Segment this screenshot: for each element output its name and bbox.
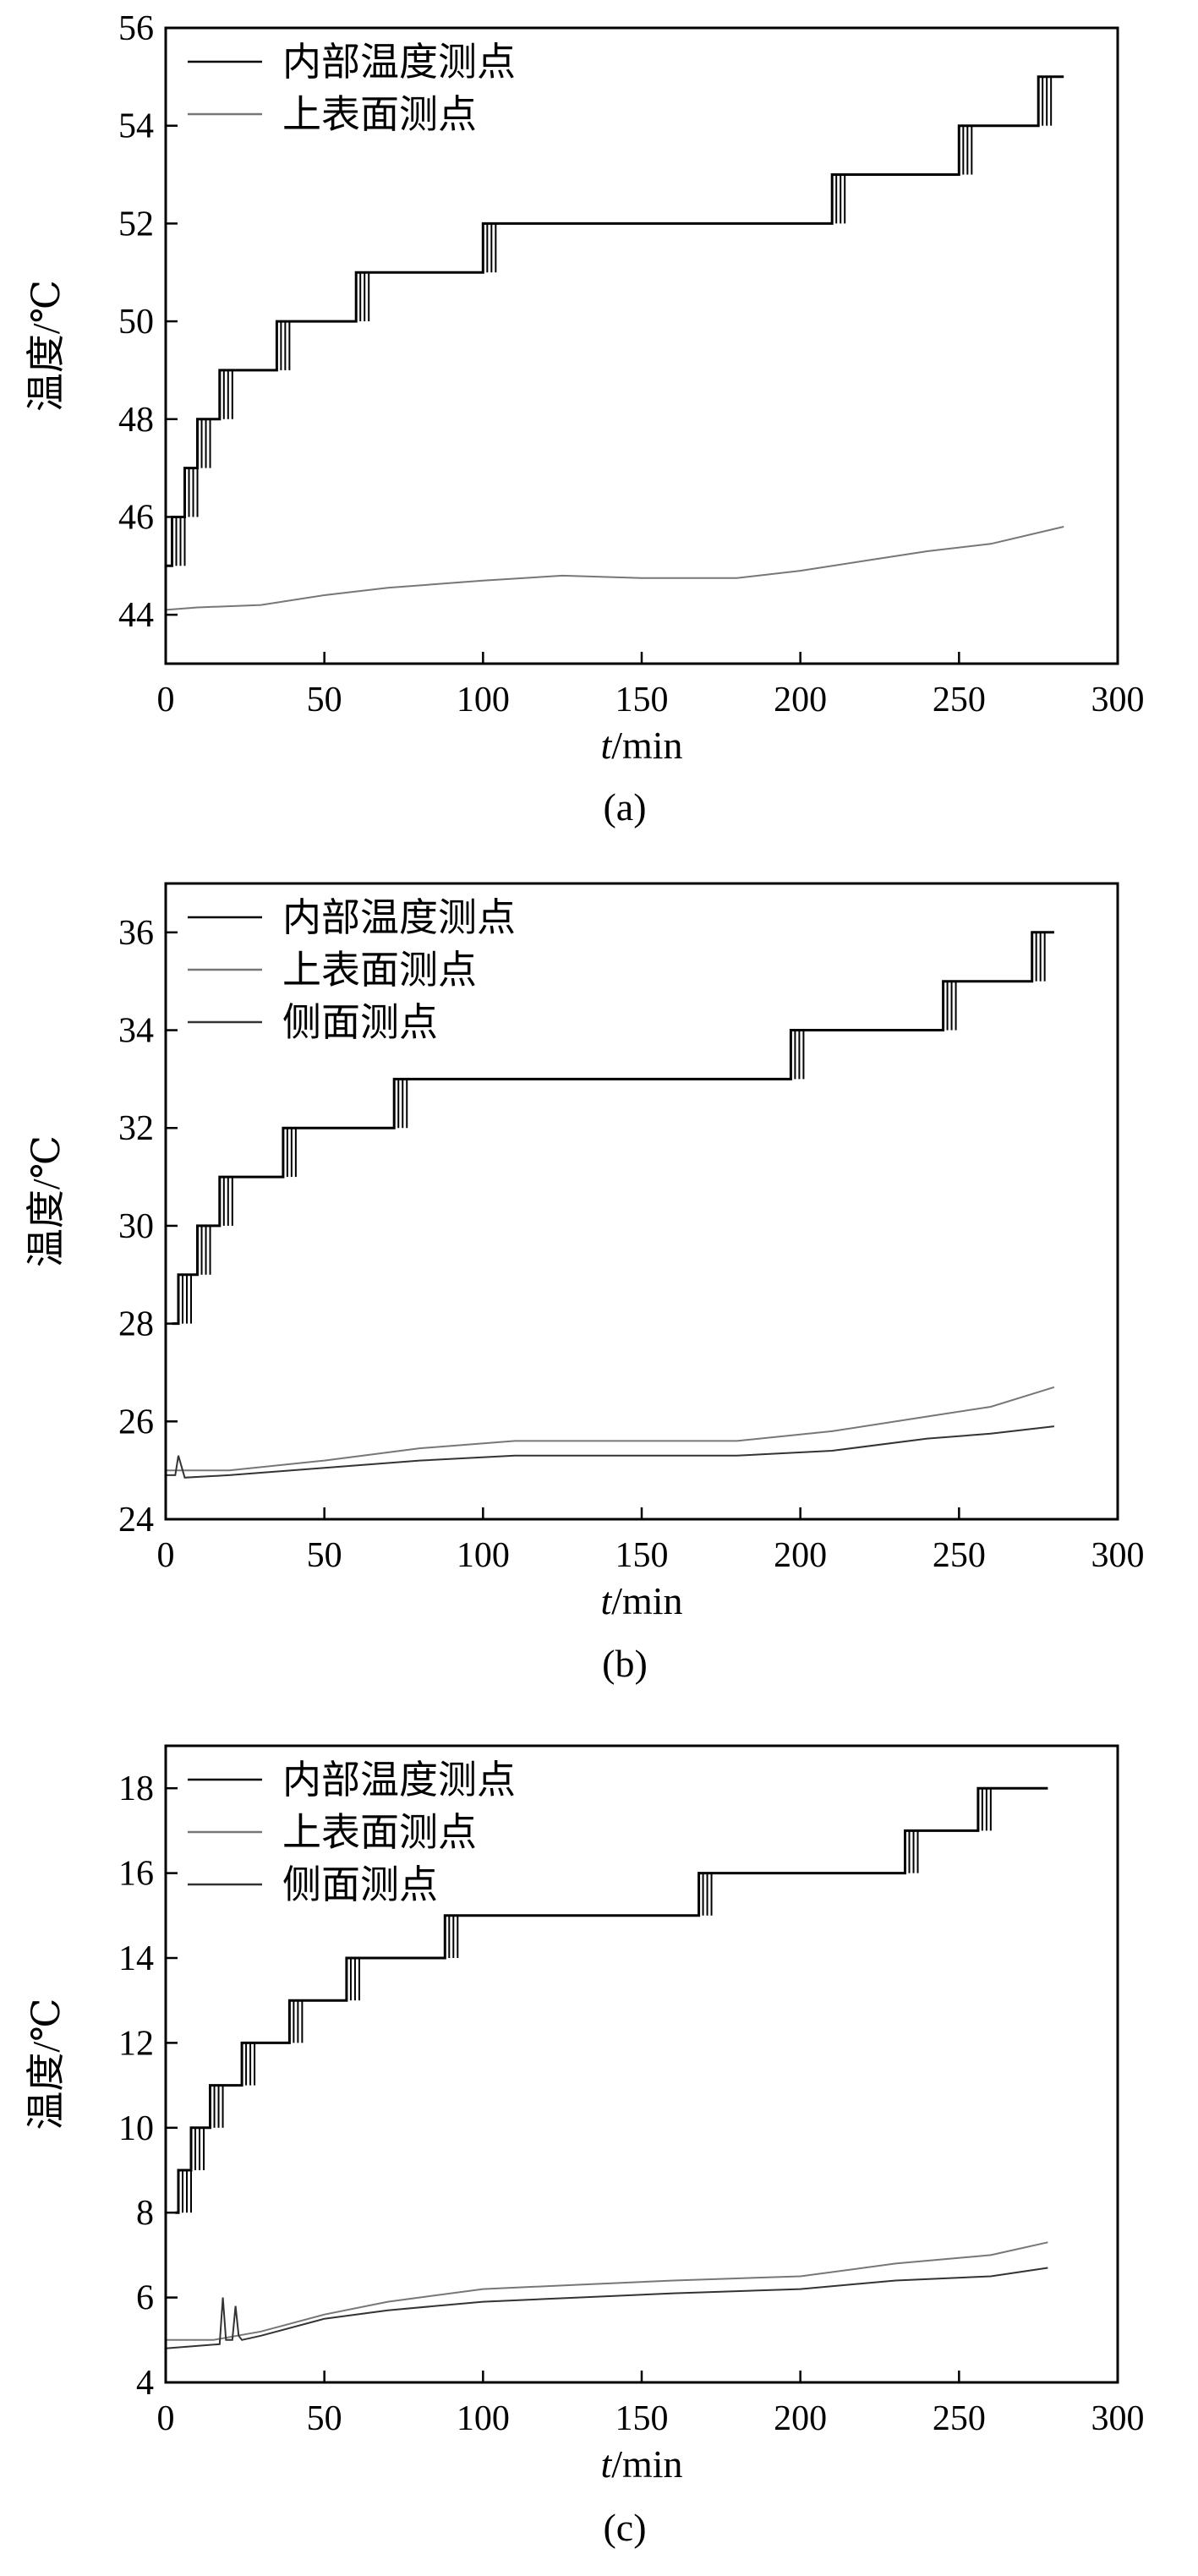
legend-label-2: 上表面测点 (282, 949, 477, 992)
x-tick-label: 150 (615, 2399, 669, 2438)
x-tick-label: 300 (1091, 1536, 1145, 1575)
y-tick-label: 50 (118, 303, 154, 342)
x-tick-label: 0 (157, 2399, 175, 2438)
y-tick-label: 18 (118, 1769, 154, 1808)
x-tick-label: 50 (307, 2399, 342, 2438)
y-tick-label: 54 (118, 107, 154, 146)
panel-caption: (a) (603, 785, 646, 829)
y-tick-label: 32 (118, 1109, 154, 1148)
x-tick-label: 200 (774, 681, 827, 719)
series-line-1 (175, 1786, 1048, 2214)
y-tick-label: 56 (118, 9, 154, 48)
y-tick-label: 26 (118, 1403, 154, 1441)
series-line-1 (172, 931, 1054, 1326)
y-tick-label: 14 (118, 1939, 154, 1978)
y-tick-label: 4 (136, 2364, 154, 2403)
x-tick-label: 200 (774, 2399, 827, 2438)
legend-label-1: 内部温度测点 (282, 896, 516, 939)
x-axis-title-italic: t (600, 1579, 612, 1622)
y-tick-label: 10 (118, 2109, 154, 2148)
y-axis-title: 温度/℃ (25, 1135, 68, 1267)
x-axis-title: t/min (600, 724, 682, 767)
x-tick-label: 150 (615, 1536, 669, 1575)
x-tick-label: 100 (457, 681, 510, 719)
y-axis-title: 温度/℃ (25, 280, 68, 412)
series-line-3 (165, 2267, 1048, 2349)
series-line-3 (166, 1425, 1055, 1479)
x-tick-label: 300 (1091, 2399, 1145, 2438)
y-tick-label: 12 (118, 2024, 154, 2063)
y-tick-label: 34 (118, 1012, 154, 1051)
y-tick-label: 46 (118, 498, 154, 537)
x-axis-title-unit: /min (611, 724, 682, 767)
chart-panel-1: 0 50 100 150 200 250 300 44 46 48 50 52 54 56 t/min 温度/… (25, 9, 1145, 829)
chart-panel-2: 0 50 100 150 200 250 300 24 26 28 30 32 34 36 t/min 温度/… (25, 882, 1145, 1685)
legend-label-2: 上表面测点 (282, 1811, 477, 1854)
x-axis-title-unit: /min (611, 2442, 682, 2486)
series-line-2 (166, 1386, 1055, 1472)
x-axis-title-unit: /min (611, 1579, 682, 1622)
legend-label-3: 侧面测点 (282, 1863, 438, 1906)
x-tick-label: 50 (307, 681, 342, 719)
series-line-2 (165, 526, 1064, 611)
x-tick-label: 50 (307, 1536, 342, 1575)
x-axis-title-italic: t (600, 2442, 612, 2486)
legend-label-1: 内部温度测点 (282, 41, 516, 84)
panel-caption: (b) (602, 1642, 648, 1685)
y-tick-label: 24 (118, 1501, 154, 1540)
x-tick-label: 100 (457, 2399, 510, 2438)
y-tick-label: 48 (118, 401, 154, 440)
y-tick-label: 52 (118, 205, 154, 243)
y-tick-label: 16 (118, 1855, 154, 1894)
legend-label-3: 侧面测点 (282, 1001, 438, 1044)
x-tick-label: 0 (157, 1536, 175, 1575)
x-tick-label: 250 (933, 681, 986, 719)
y-tick-label: 36 (118, 914, 154, 953)
panel-caption: (c) (603, 2506, 646, 2549)
series-line-2 (166, 2241, 1048, 2341)
x-axis-title: t/min (600, 2442, 682, 2486)
x-tick-label: 250 (933, 2399, 986, 2438)
y-tick-label: 8 (136, 2194, 154, 2233)
x-tick-label: 300 (1091, 681, 1145, 719)
x-axis-title-italic: t (600, 724, 612, 767)
x-tick-label: 0 (157, 681, 175, 719)
x-tick-label: 250 (933, 1536, 986, 1575)
x-tick-label: 150 (615, 681, 669, 719)
x-tick-label: 200 (774, 1536, 827, 1575)
chart-panel-3: 0 50 100 150 200 250 300 4 6 8 10 12 14 16 18 t/min 温度/℃… (25, 1744, 1145, 2549)
y-axis-title: 温度/℃ (25, 1998, 68, 2130)
x-axis-title: t/min (600, 1579, 682, 1622)
series-line-1 (166, 75, 1064, 567)
y-tick-label: 44 (118, 596, 154, 635)
y-tick-label: 30 (118, 1207, 154, 1246)
legend-label-1: 内部温度测点 (282, 1758, 516, 1802)
x-tick-label: 100 (457, 1536, 510, 1575)
y-tick-label: 28 (118, 1305, 154, 1344)
legend-label-2: 上表面测点 (282, 93, 477, 136)
y-tick-label: 6 (136, 2279, 154, 2318)
